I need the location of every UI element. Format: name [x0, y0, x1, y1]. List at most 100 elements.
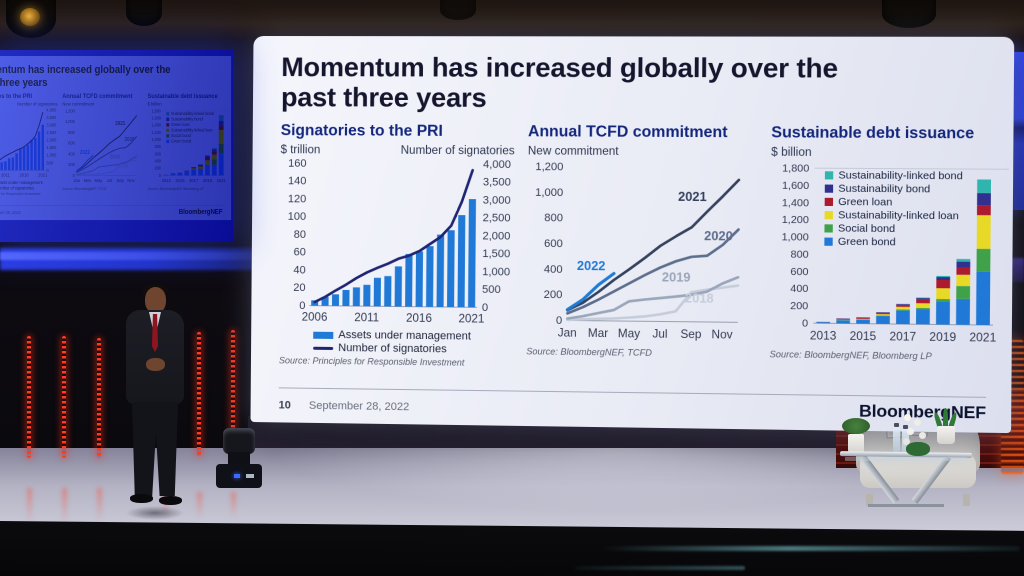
- table-leg: [860, 454, 900, 504]
- svg-text:20: 20: [293, 283, 305, 295]
- red-led-strip: [27, 336, 31, 458]
- svg-text:Mar: Mar: [588, 328, 609, 340]
- svg-text:2006: 2006: [302, 312, 328, 324]
- svg-text:1,000: 1,000: [535, 187, 563, 199]
- svg-text:2018: 2018: [685, 292, 714, 307]
- legend-swatch: [824, 238, 833, 247]
- svg-text:2016: 2016: [406, 313, 432, 325]
- svg-text:Jul: Jul: [652, 329, 667, 341]
- svg-text:1,800: 1,800: [782, 164, 809, 175]
- svg-text:Jan: Jan: [558, 328, 577, 340]
- legend-swatch: [824, 211, 833, 220]
- white-orchid: [904, 414, 938, 458]
- svg-text:400: 400: [790, 284, 808, 295]
- stage-step-light: [600, 546, 1020, 551]
- svg-text:1,400: 1,400: [782, 198, 809, 209]
- red-led-strip: [231, 330, 235, 456]
- red-led-strip: [62, 336, 66, 458]
- ceiling: [0, 0, 1024, 40]
- svg-text:60: 60: [294, 247, 306, 259]
- svg-text:1,000: 1,000: [482, 267, 510, 279]
- svg-text:200: 200: [544, 290, 563, 302]
- legend-item: Sustainability-linked loan: [824, 209, 963, 223]
- legend-label: Number of signatories: [338, 342, 447, 356]
- axis-unit-labels: $ trillion Number of signatories: [281, 145, 515, 158]
- legend-swatch: [313, 346, 334, 350]
- ceiling-light-fixture: [126, 0, 162, 26]
- svg-text:800: 800: [544, 213, 563, 225]
- chart-title: Annual TCFD commitment: [527, 123, 728, 142]
- svg-text:2020: 2020: [704, 230, 733, 244]
- svg-text:May: May: [618, 329, 641, 341]
- svg-text:600: 600: [544, 238, 563, 250]
- svg-text:3,000: 3,000: [483, 195, 511, 207]
- glass-coffee-table: [839, 451, 973, 510]
- svg-text:40: 40: [293, 265, 305, 277]
- presenter-shoe: [159, 496, 182, 505]
- svg-text:2021: 2021: [678, 190, 707, 204]
- table-glass-edge: [845, 457, 967, 461]
- chart-sustainable-debt: Sustainable debt issuance $ billion 0 200…: [769, 125, 1020, 385]
- red-led-reflection: [197, 492, 202, 518]
- source-note: Source: BloombergNEF, Bloomberg LP: [769, 349, 932, 362]
- presentation-screen: Momentum has increased globally over the…: [250, 35, 1015, 434]
- chart-title: Sustainable debt issuance: [771, 124, 975, 143]
- legend-swatch: [313, 331, 334, 339]
- axis-unit-labels: $ billion: [771, 147, 1020, 161]
- tcfd-chart-plot: 0 200 400 600 800 1,000 1,200 Jan Mar May Jul Sep No…: [535, 162, 757, 342]
- debt-chart-plot: 0 200 400 600 800 1,000 1,200 1,400 1,600 1,800 20…: [782, 164, 1020, 346]
- svg-text:1,200: 1,200: [782, 215, 809, 226]
- svg-text:600: 600: [790, 267, 808, 278]
- svg-text:2019: 2019: [929, 332, 956, 345]
- svg-text:2021: 2021: [969, 333, 996, 346]
- ceiling-light-fixture: [882, 0, 936, 28]
- plant-pot: [937, 426, 955, 444]
- confidence-monitor: Momentum has increased globally over the…: [0, 50, 233, 242]
- svg-text:500: 500: [482, 284, 501, 296]
- svg-text:2,000: 2,000: [482, 231, 510, 243]
- presenter: [118, 284, 192, 520]
- table-base: [868, 504, 944, 507]
- legend-item: Green loan: [824, 196, 963, 209]
- light-head: [223, 428, 255, 454]
- legend-swatch: [824, 185, 834, 194]
- water-bottle: [902, 425, 909, 455]
- svg-text:1,200: 1,200: [535, 162, 563, 174]
- orchid-flowers: [904, 414, 911, 421]
- ceiling-light-fixture: [440, 0, 476, 20]
- armchair-leg: [866, 494, 873, 506]
- source-note: Source: Principles for Responsible Inves…: [278, 355, 465, 369]
- page-number: 10: [278, 399, 291, 412]
- legend-label: Green loan: [838, 196, 893, 209]
- red-led-reflection: [27, 488, 32, 524]
- legend-label: Sustainability-linked loan: [838, 209, 959, 223]
- svg-text:Nov: Nov: [711, 330, 732, 342]
- slide-title: Momentum has increased globally over the…: [280, 52, 838, 114]
- svg-text:200: 200: [790, 302, 808, 313]
- amber-lamp: [20, 8, 40, 26]
- svg-text:0: 0: [556, 315, 562, 327]
- legend-item: Sustainability-linked bond: [824, 170, 963, 183]
- legend-label: Sustainability bond: [838, 183, 931, 196]
- chart-title: Signatories to the PRI: [280, 122, 443, 141]
- presenter-reflection: [126, 506, 184, 520]
- svg-text:2021: 2021: [458, 314, 484, 326]
- legend-label: Assets under management: [338, 329, 472, 344]
- red-led-reflection: [62, 488, 67, 524]
- svg-text:100: 100: [288, 211, 306, 223]
- light-yoke: [228, 452, 250, 464]
- red-led-strip: [97, 338, 101, 458]
- svg-text:0: 0: [299, 300, 305, 312]
- plant-leaf: [943, 408, 948, 428]
- red-led-reflection: [97, 488, 102, 522]
- light-indicator-display: [246, 474, 254, 478]
- svg-text:2011: 2011: [354, 313, 379, 325]
- pri-chart-plot: 0 20 40 60 80 100 120 140 160 0 500 1,000 1,500 2,000…: [288, 158, 511, 326]
- svg-text:1,600: 1,600: [782, 181, 809, 192]
- chart-tcfd-commitment: Annual TCFD commitment New commitment 0 2…: [526, 124, 758, 381]
- svg-text:1,000: 1,000: [782, 233, 809, 244]
- svg-text:2015: 2015: [850, 331, 877, 344]
